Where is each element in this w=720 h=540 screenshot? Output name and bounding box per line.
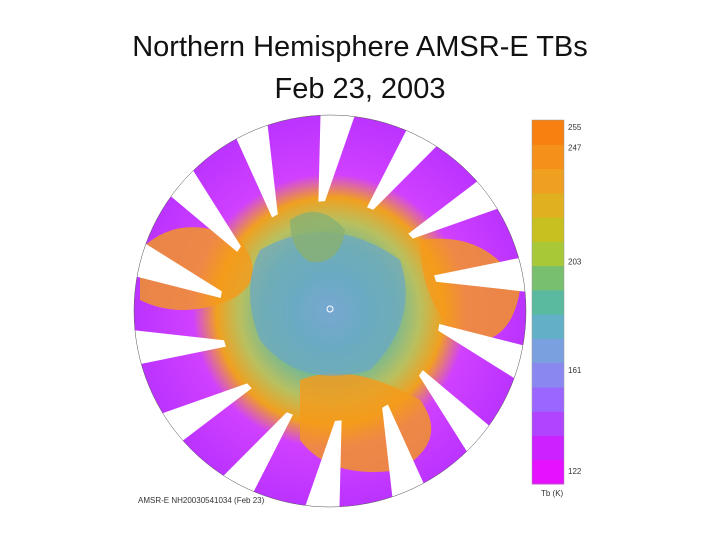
colorbar-band [532,459,564,485]
colorbar-band [532,168,564,194]
swath-gap [134,329,226,366]
colorbar-band [532,144,564,170]
swath-gap [408,176,506,239]
colorbar-band [532,435,564,461]
colorbar-ticks: 255 247 203 161 122 [568,123,582,476]
colorbar-band [532,362,564,388]
colorbar-band [532,314,564,339]
swath-gap [419,370,496,460]
colorbar-frame [531,119,565,485]
colorbar-tick-label: 247 [568,144,582,153]
swath-gap [382,404,428,506]
colorbar-band [532,386,564,412]
swath-gap [302,420,342,507]
greenland [290,212,345,263]
swath-gap [434,256,526,293]
arctic-basin [250,232,406,376]
swath-gaps [134,115,526,507]
colorbar-bands [532,120,564,485]
swath-gap [134,239,222,298]
colorbar-band [532,192,564,218]
colorbar: 255 247 203 161 122 [531,119,582,485]
colorbar-tick-label: 203 [568,258,582,267]
swath-gap [367,122,443,210]
colorbar-tick-label: 161 [568,366,582,375]
page-title-line1: Northern Hemisphere AMSR-E TBs [132,31,588,63]
colorbar-band [532,217,564,242]
colorbar-band [532,338,564,364]
map-caption: AMSR-E NH20030541034 (Feb 23) [138,496,265,505]
colorbar-band [532,120,564,145]
map-border [133,114,527,508]
swath-gap [164,162,241,252]
colorbar-tick-label: 255 [568,123,582,132]
polar-map [133,114,527,508]
swath-gap [318,115,358,202]
colorbar-unit: Tb (K) [541,489,564,498]
north-pole-marker [326,305,334,313]
colorbar-band [532,241,564,267]
colorbar-band [532,289,564,315]
colorbar-tick-label: 122 [568,467,582,476]
colorbar-band [532,411,564,436]
swath-gap [217,412,293,500]
swath-gap [154,383,252,446]
page-title-line2: Feb 23, 2003 [274,73,446,105]
north-america-region [140,227,253,310]
swath-gap [438,324,526,383]
colorbar-band [532,265,564,291]
swath-gap [232,116,278,218]
